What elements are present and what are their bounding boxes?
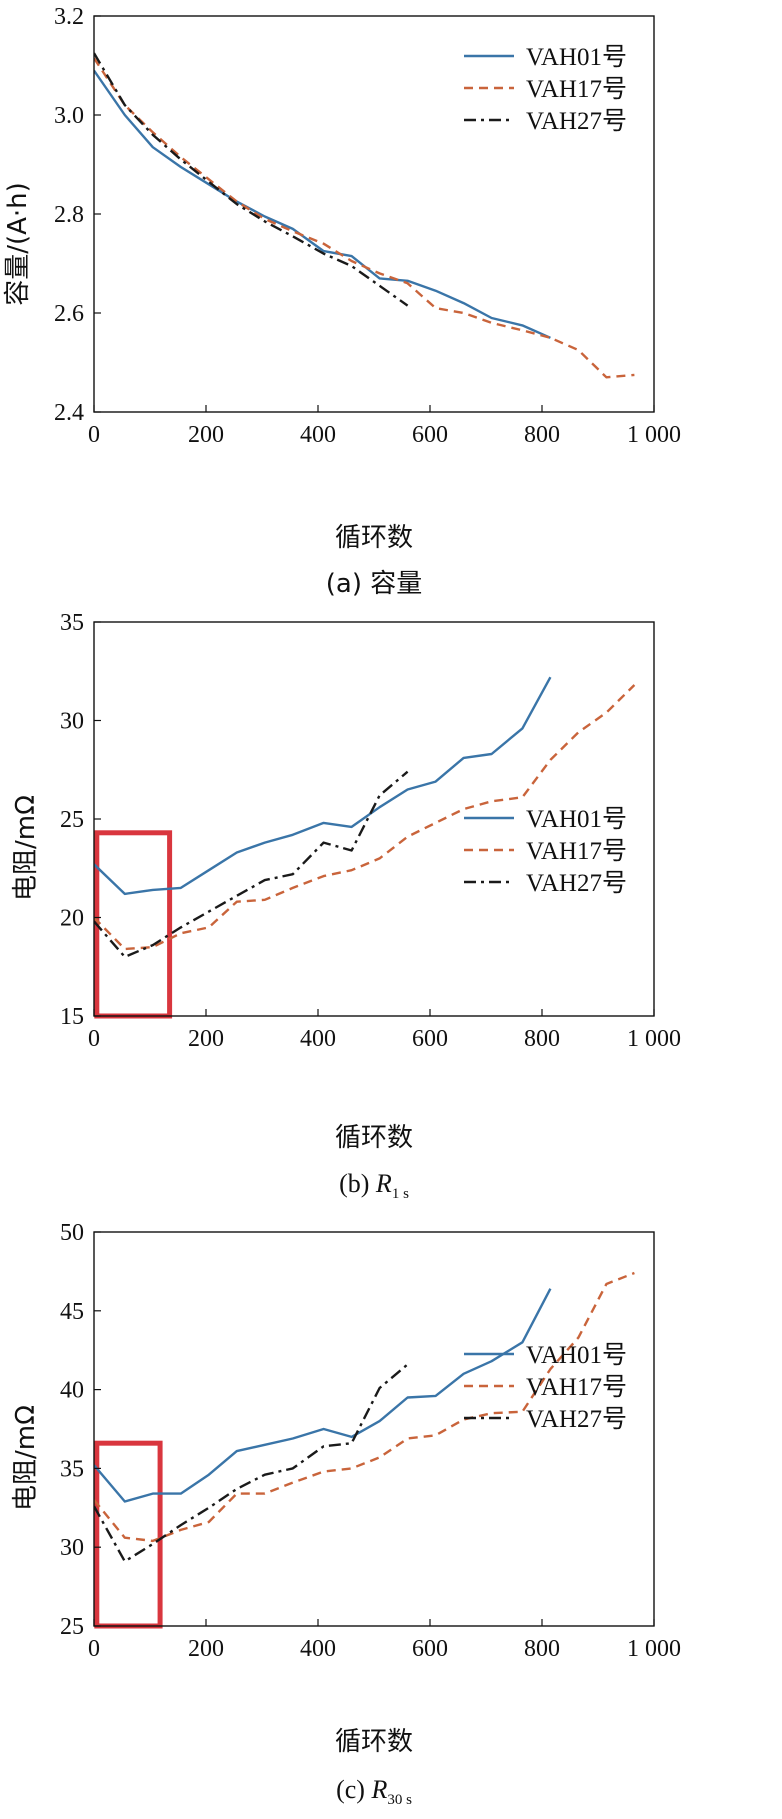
caption-b-prefix: (b) — [339, 1169, 376, 1198]
series-line-a-2 — [94, 57, 635, 379]
legend-label-b-2: VAH17号 — [526, 838, 627, 865]
legend-a: VAH01号 VAH17号 VAH27号 — [464, 44, 627, 135]
x-tick-label-a-1: 200 — [188, 422, 224, 448]
series-line-c-1 — [94, 1288, 552, 1503]
y-tick-label-b-1: 20 — [60, 906, 84, 932]
caption-b: (b) R1 s — [339, 1169, 409, 1202]
y-tick-label-c-3: 40 — [60, 1378, 84, 1404]
x-tick-label-c-1: 200 — [188, 1636, 224, 1662]
series-line-b-1 — [94, 676, 552, 896]
y-tick-label-a-0: 2.4 — [54, 400, 84, 426]
series-line-b-3 — [94, 770, 409, 959]
series-line-c-2 — [94, 1271, 635, 1543]
legend-label-a-3: VAH27号 — [526, 108, 627, 135]
y-tick-label-c-5: 50 — [60, 1220, 84, 1246]
x-tick-label-a-3: 600 — [412, 422, 448, 448]
x-tick-label-c-5: 1 000 — [627, 1636, 681, 1662]
x-tick-label-b-2: 400 — [300, 1026, 336, 1052]
x-tick-label-c-3: 600 — [412, 1636, 448, 1662]
legend-label-c-1: VAH01号 — [526, 1342, 627, 1369]
x-tick-label-a-0: 0 — [88, 422, 100, 448]
x-axis-label-c: 循环数 — [335, 1727, 413, 1757]
chart-a: 0 200 400 600 800 1 0002.42.62.83.03.2VAH01号V… — [3, 4, 681, 599]
caption-c: (c) R30 s — [336, 1775, 412, 1808]
caption-b-sub: 1 s — [392, 1186, 409, 1202]
x-tick-label-c-0: 0 — [88, 1636, 100, 1662]
y-axis-label-a: 容量/(A·h) — [3, 182, 33, 306]
series-line-c-3 — [94, 1363, 409, 1563]
x-axis-label-a: 循环数 — [335, 523, 413, 553]
series-line-a-3 — [94, 52, 409, 307]
caption-a: (a) 容量 — [326, 569, 423, 599]
y-tick-label-c-0: 25 — [60, 1614, 84, 1640]
highlight-box-c — [94, 1440, 163, 1629]
plot-frame-c — [93, 1231, 655, 1627]
legend-label-c-2: VAH17号 — [526, 1374, 627, 1401]
legend-label-c-3: VAH27号 — [526, 1406, 627, 1433]
x-tick-label-a-2: 400 — [300, 422, 336, 448]
plot-area-c: 0 200 400 600 800 1 000 25 30 35 40 45 50 VAH01号 VAH1… — [60, 1220, 681, 1662]
y-tick-label-c-1: 30 — [60, 1535, 84, 1561]
x-tick-label-b-1: 200 — [188, 1026, 224, 1052]
legend-label-b-1: VAH01号 — [526, 806, 627, 833]
x-tick-label-c-4: 800 — [524, 1636, 560, 1662]
y-tick-label-b-3: 30 — [60, 709, 84, 735]
y-tick-label-a-3: 3.0 — [54, 103, 84, 129]
series-line-b-2 — [94, 684, 636, 951]
y-tick-label-c-4: 45 — [60, 1299, 84, 1325]
caption-c-sub: 30 s — [387, 1792, 412, 1808]
plot-area-b: 0 200 400 600 800 1 000 15 20 25 30 35 VAH01号 VAH17号… — [60, 610, 681, 1052]
y-tick-label-a-1: 2.6 — [54, 301, 84, 327]
legend-label-b-3: VAH27号 — [526, 870, 627, 897]
x-tick-label-b-5: 1 000 — [627, 1026, 681, 1052]
legend-c: VAH01号 VAH17号 VAH27号 — [464, 1342, 627, 1433]
x-axis-label-b: 循环数 — [335, 1123, 413, 1153]
y-tick-label-b-4: 35 — [60, 610, 84, 636]
x-tick-label-c-2: 400 — [300, 1636, 336, 1662]
chart-b: 0 200 400 600 800 1 000 15 20 25 30 35 VAH01号 VAH17号… — [11, 610, 681, 1202]
caption-c-prefix: (c) — [336, 1775, 371, 1804]
legend-b: VAH01号 VAH17号 VAH27号 — [464, 806, 627, 897]
x-tick-label-b-4: 800 — [524, 1026, 560, 1052]
caption-c-var: R — [370, 1775, 387, 1804]
chart-c: 0 200 400 600 800 1 000 25 30 35 40 45 50 VAH01号 VAH1… — [11, 1220, 681, 1808]
y-tick-label-b-2: 25 — [60, 807, 84, 833]
caption-b-var: R — [375, 1169, 392, 1198]
x-tick-label-a-4: 800 — [524, 422, 560, 448]
series-line-a-1 — [94, 69, 551, 339]
y-tick-label-c-2: 35 — [60, 1456, 84, 1482]
y-tick-label-b-0: 15 — [60, 1004, 84, 1030]
legend-label-a-1: VAH01号 — [526, 44, 627, 71]
x-tick-label-b-0: 0 — [88, 1026, 100, 1052]
y-axis-label-b: 电阻/mΩ — [11, 795, 41, 901]
x-tick-label-a-5: 1 000 — [627, 422, 681, 448]
x-tick-label-b-3: 600 — [412, 1026, 448, 1052]
y-tick-label-a-4: 3.2 — [54, 4, 84, 30]
y-tick-label-a-2: 2.8 — [54, 202, 84, 228]
legend-label-a-2: VAH17号 — [526, 76, 627, 103]
y-axis-label-c: 电阻/mΩ — [11, 1405, 41, 1511]
plot-area-a: 0 200 400 600 800 1 0002.42.62.83.03.2VAH01号V… — [54, 4, 681, 448]
highlight-box-b — [94, 830, 173, 1019]
